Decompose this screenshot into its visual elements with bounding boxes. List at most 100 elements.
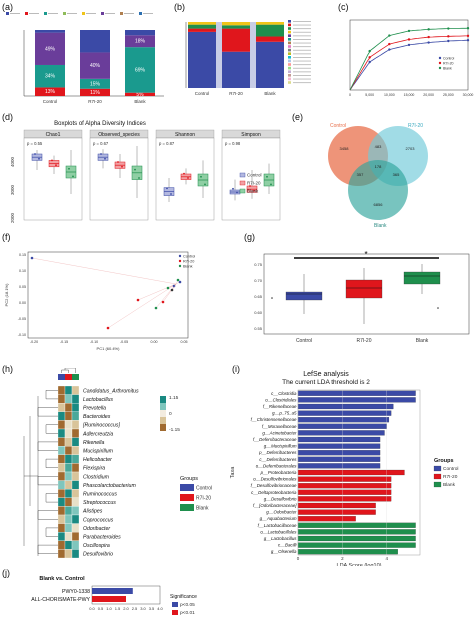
heatmap-cell <box>71 428 80 438</box>
legend-label: p<0.01 <box>180 610 195 616</box>
panel-label-i: (i) <box>232 364 240 374</box>
row-label: Flexispira <box>83 466 105 472</box>
spider-line <box>107 283 177 329</box>
heatmap-cell <box>64 532 73 541</box>
data-point <box>200 175 202 178</box>
lda-bar <box>297 390 416 396</box>
legend-swatch <box>288 52 291 55</box>
legend-swatch <box>288 66 291 70</box>
bar-segment <box>80 88 110 96</box>
venn-set-label: Blank <box>374 223 387 229</box>
heatmap-cell <box>57 454 66 464</box>
panel-label-f: (f) <box>2 232 11 242</box>
legend-text-placeholder <box>105 13 115 14</box>
heatmap-cell <box>64 463 73 473</box>
p-value: p = 0.55 <box>27 141 43 146</box>
legend-text-placeholder <box>143 13 153 14</box>
row-label: Bacteroides <box>83 414 111 420</box>
data-point <box>236 191 238 194</box>
bar-segment <box>188 31 216 88</box>
x-axis-label: PC1 (60.4%) <box>97 346 121 351</box>
venn-circle-blank <box>348 160 408 220</box>
heatmap-cell <box>57 489 66 498</box>
data-point <box>104 157 106 160</box>
venn-count: 483 <box>375 144 382 149</box>
data-label: 15% <box>90 81 101 87</box>
data-point <box>183 172 185 175</box>
group-header-cell <box>58 374 65 380</box>
legend-label: Control <box>196 486 212 492</box>
heatmap-cell <box>57 411 66 421</box>
plot-frame <box>263 253 470 335</box>
data-point <box>407 29 411 33</box>
data-label: 11% <box>90 90 100 96</box>
taxon-label: o__Clostridiales <box>265 397 297 402</box>
panel-label-d: (d) <box>2 112 13 122</box>
legend-swatch <box>288 77 291 81</box>
bar-segment <box>35 87 65 96</box>
data-point <box>117 161 119 163</box>
legend-text-placeholder <box>10 13 20 14</box>
data-point <box>447 27 450 30</box>
row-label: Odoribacter <box>83 526 110 532</box>
legend-marker <box>178 259 182 263</box>
lda-bar <box>297 450 381 456</box>
y-tick-label: 0.75 <box>254 262 263 267</box>
chart-e: Control R7I-20 Blank 3458 2703 6856 483 357 365 1… <box>328 123 428 229</box>
taxon-label: g__Olsenella <box>271 549 297 554</box>
outlier <box>437 307 439 309</box>
y-tick-label: 0.65 <box>254 294 263 299</box>
lda-bar <box>297 489 392 495</box>
heatmap-cell <box>71 480 80 490</box>
legend-swatch <box>180 494 194 501</box>
data-point <box>388 42 391 46</box>
legend-text-placeholder <box>293 35 311 37</box>
lda-bar <box>297 403 394 410</box>
color-scale-label: -1.15 <box>169 427 180 433</box>
y-tick-label: -0.05 <box>18 317 26 321</box>
legend-swatch <box>6 12 9 15</box>
venn-count: 365 <box>393 172 400 177</box>
data-point <box>100 153 102 155</box>
flow-band <box>250 22 256 88</box>
bar-segment <box>256 22 284 25</box>
lda-bar <box>297 502 376 509</box>
legend-text-placeholder <box>293 60 311 62</box>
lda-bar <box>297 469 405 476</box>
x-tick-label: -0.20 <box>30 340 38 344</box>
legend-swatch <box>288 27 291 30</box>
legend-text-placeholder <box>293 53 311 55</box>
venn-count: 3458 <box>340 146 350 151</box>
venn-count: 357 <box>357 172 364 177</box>
legend-text-placeholder <box>124 13 134 14</box>
taxon-label: f__Lactobacillaceae <box>258 523 297 528</box>
lda-bar <box>297 456 381 462</box>
x-tick-label: 1.5 <box>115 606 121 611</box>
row-label: Prevotella <box>83 406 106 412</box>
legend-swatch <box>172 602 178 607</box>
lda-bar <box>297 476 392 482</box>
x-tick-label: 0 <box>349 93 351 97</box>
legend-swatch <box>288 41 291 45</box>
data-point <box>266 175 268 178</box>
y-tick-label: 4000 <box>10 157 15 168</box>
taxon-label: f__Rikenellaceae <box>263 404 297 409</box>
spider-line <box>167 283 177 289</box>
plot-frame <box>91 585 161 605</box>
x-tick-label: 2 <box>341 556 344 561</box>
heatmap-cell <box>57 403 66 412</box>
bar-segment <box>188 22 216 25</box>
data-point <box>176 278 180 282</box>
heatmap-cell <box>57 463 66 473</box>
legend-swatch <box>139 12 142 15</box>
plot-frame <box>27 251 189 339</box>
y-tick-label: 0.55 <box>254 326 263 331</box>
y-tick-label: 0.10 <box>19 269 26 273</box>
chart-title: Boxplots of Alpha Diversity Indices <box>54 121 146 127</box>
lda-bar <box>297 516 356 522</box>
heatmap-cell <box>57 540 66 550</box>
data-point <box>134 168 136 171</box>
legend-text-placeholder <box>293 39 311 40</box>
lda-bar <box>297 496 392 502</box>
